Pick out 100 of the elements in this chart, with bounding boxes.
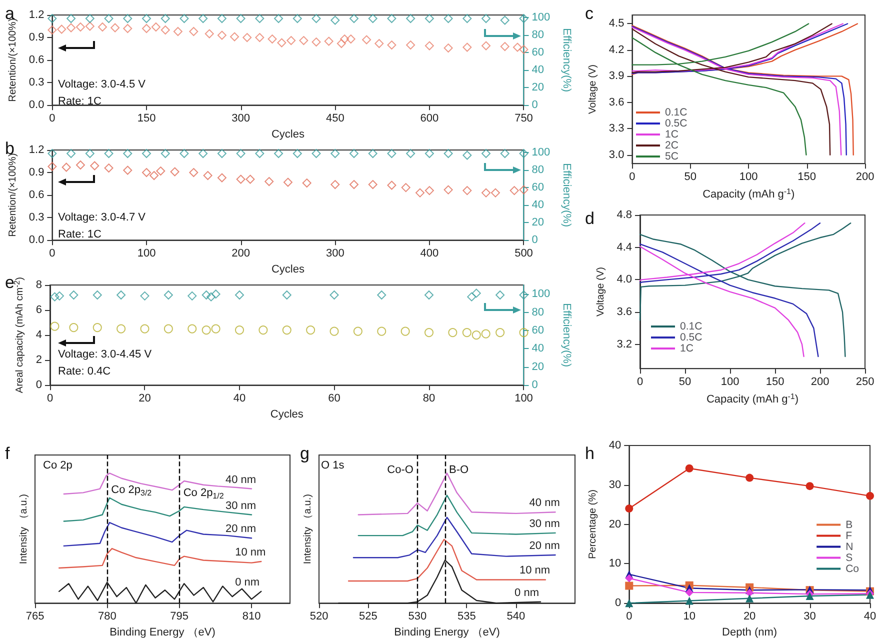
- annotation: Rate: 1C: [58, 228, 102, 240]
- x-axis-title: Binding Energy （eV): [394, 626, 500, 638]
- y-tick-label: 8: [36, 279, 42, 291]
- y-tick-label: 2: [36, 354, 42, 366]
- y-axis-title: Retention/(×100%): [8, 153, 18, 237]
- x-tick-label: 250: [856, 376, 874, 388]
- y-tick-label: 0.6: [28, 54, 44, 66]
- y-tick-label: 0: [615, 597, 622, 610]
- chart-title: e: [5, 273, 14, 292]
- x-tick-label: 750: [514, 112, 533, 125]
- annotation: Rate: 1C: [58, 96, 102, 108]
- chart-title: h: [585, 444, 594, 463]
- x-tick-label: 10: [683, 610, 696, 623]
- y-tick-label: 0.0: [28, 99, 44, 112]
- x-tick-label: 535: [458, 610, 476, 623]
- x-tick-label: 150: [137, 112, 156, 125]
- y2-tick-label: 100: [532, 12, 550, 24]
- y2-tick-label: 0: [532, 99, 538, 112]
- y-tick-label: 40: [608, 440, 622, 452]
- y-tick-label: 3.0: [608, 148, 624, 161]
- x-tick-label: 765: [26, 610, 44, 623]
- y2-tick-label: 60: [532, 324, 544, 336]
- y-tick-label: 1.2: [28, 9, 44, 21]
- series-label: 30 nm: [529, 518, 560, 530]
- text: O 1s: [321, 460, 345, 472]
- x-tick-label: 200: [232, 248, 250, 260]
- ref-line-label: Co-O: [387, 464, 414, 476]
- series-label: 40 nm: [226, 474, 256, 486]
- series-label: 30 nm: [226, 500, 256, 512]
- series-label: 10 nm: [235, 546, 266, 559]
- x-tick-label: 50: [678, 376, 692, 388]
- y-tick-label: 1.2: [28, 144, 44, 156]
- y-tick-label: 0.9: [28, 166, 44, 179]
- y-tick-label: 0.3: [28, 212, 44, 224]
- x-tick-label: 450: [326, 112, 344, 125]
- y-tick-label: 0.9: [28, 32, 44, 44]
- y2-tick-label: 20: [532, 82, 544, 94]
- y-tick-label: 4.5: [608, 18, 624, 30]
- y2-tick-label: 100: [532, 288, 550, 300]
- legend-label: N: [846, 540, 854, 553]
- y-tick-label: 4.8: [616, 209, 632, 221]
- x-tick-label: 0: [49, 112, 56, 125]
- x-tick-label: 60: [328, 392, 340, 405]
- y-axis-title: Retention/(×100%): [8, 18, 18, 102]
- x-tick-label: 200: [810, 376, 830, 388]
- y-tick-label: 3.6: [608, 96, 624, 108]
- x-tick-label: 795: [170, 610, 189, 623]
- x-tick-label: 100: [720, 376, 740, 388]
- y-tick-label: 30: [608, 478, 622, 491]
- x-tick-label: 540: [506, 610, 526, 623]
- y2-tick-label: 40: [532, 199, 544, 212]
- x-tick-label: 300: [232, 112, 250, 125]
- chart-title: f: [5, 444, 10, 463]
- y2-tick-label: 40: [532, 342, 544, 355]
- x-tick-label: 40: [864, 610, 876, 623]
- x-axis-title: Cycles: [270, 408, 304, 420]
- y2-tick-label: 40: [532, 64, 544, 76]
- x-tick-label: 50: [684, 171, 697, 184]
- x-tick-label: 100: [739, 171, 758, 184]
- x-tick-label: 500: [514, 248, 533, 260]
- y-tick-label: 0.3: [28, 76, 44, 89]
- legend-label: 0.1C: [680, 320, 703, 332]
- chart-title: c: [585, 4, 594, 23]
- y-tick-label: 3.2: [616, 338, 632, 350]
- annotation: Voltage: 3.0-4.45 V: [58, 348, 152, 360]
- annotation: Rate: 0.4C: [58, 366, 111, 378]
- legend-label: Co: [846, 562, 860, 575]
- legend-label: 2C: [665, 140, 679, 152]
- x-tick-label: 0: [49, 248, 56, 260]
- series-label: 20 nm: [529, 540, 560, 552]
- y-tick-label: 6: [36, 304, 42, 316]
- legend-label: 1C: [665, 128, 679, 140]
- x-axis-title: Binding Energy （eV): [110, 626, 216, 638]
- y2-tick-label: 0: [532, 234, 538, 246]
- y2-tick-label: 20: [532, 360, 544, 373]
- x-tick-label: 20: [138, 392, 151, 405]
- x-tick-label: 100: [137, 248, 156, 260]
- legend-label: 0.1C: [665, 106, 688, 118]
- legend-label: F: [846, 530, 852, 542]
- y-tick-label: 3.9: [608, 70, 624, 82]
- ref-line-label: B-O: [449, 464, 470, 476]
- x-axis-title: Cycles: [271, 128, 305, 140]
- x-tick-label: 810: [242, 610, 261, 623]
- y-tick-label: 4: [36, 329, 42, 342]
- y-tick-label: 0.6: [28, 189, 44, 202]
- text: Co 2p: [43, 460, 72, 472]
- series-label: 0 nm: [514, 586, 540, 599]
- legend-label: B: [846, 518, 853, 531]
- y2-axis-title: Efficiency(%): [560, 28, 572, 92]
- x-tick-label: 525: [359, 610, 378, 623]
- x-tick-label: 30: [804, 610, 816, 623]
- y2-axis-title: Efficiency(%): [560, 163, 572, 228]
- annotation: Voltage: 3.0-4.7 V: [58, 212, 146, 224]
- y-tick-label: 3.6: [616, 306, 632, 318]
- chart-title: d: [585, 209, 594, 228]
- legend-label: 1C: [680, 342, 694, 354]
- x-tick-label: 150: [798, 171, 816, 184]
- y-tick-label: 4.0: [616, 274, 632, 286]
- y-tick-label: 0.0: [28, 234, 44, 246]
- y-tick-label: 4.2: [608, 44, 624, 56]
